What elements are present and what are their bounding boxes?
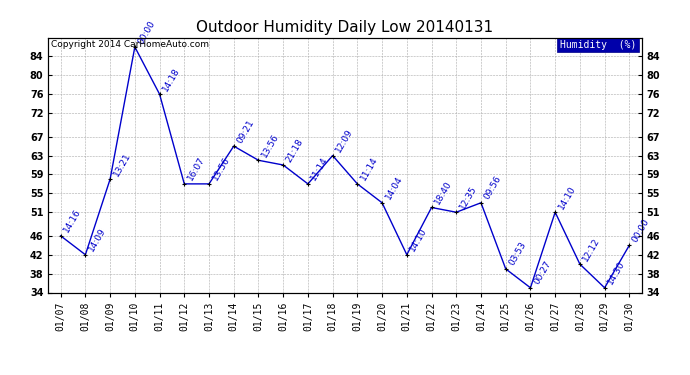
Text: 16:07: 16:07 [186, 156, 206, 183]
Text: 09:21: 09:21 [235, 118, 256, 145]
Text: 11:14: 11:14 [359, 156, 380, 183]
Text: Humidity  (%): Humidity (%) [560, 40, 636, 50]
Text: 13:56: 13:56 [260, 132, 281, 159]
Text: 14:04: 14:04 [384, 175, 404, 201]
Text: 12:09: 12:09 [334, 128, 355, 154]
Text: 14:16: 14:16 [62, 208, 83, 234]
Text: 12:12: 12:12 [581, 236, 602, 263]
Text: 13:56: 13:56 [210, 156, 231, 183]
Text: 00:00: 00:00 [136, 19, 157, 45]
Text: Copyright 2014 CarHomeAuto.com: Copyright 2014 CarHomeAuto.com [51, 40, 209, 49]
Text: 14:10: 14:10 [557, 184, 578, 211]
Text: 12:35: 12:35 [457, 184, 478, 211]
Text: 14:09: 14:09 [87, 226, 108, 254]
Text: 18:40: 18:40 [433, 179, 453, 206]
Title: Outdoor Humidity Daily Low 20140131: Outdoor Humidity Daily Low 20140131 [197, 20, 493, 35]
Text: 00:27: 00:27 [532, 260, 553, 286]
Text: 14:18: 14:18 [161, 66, 181, 93]
Text: 00:00: 00:00 [631, 217, 651, 244]
Text: 14:30: 14:30 [606, 260, 627, 286]
Text: 13:21: 13:21 [112, 151, 132, 178]
Text: 21:18: 21:18 [284, 137, 305, 164]
Text: 11:14: 11:14 [309, 156, 330, 183]
Text: 09:56: 09:56 [482, 174, 503, 201]
Text: 03:53: 03:53 [507, 241, 528, 267]
Text: 14:10: 14:10 [408, 226, 429, 254]
